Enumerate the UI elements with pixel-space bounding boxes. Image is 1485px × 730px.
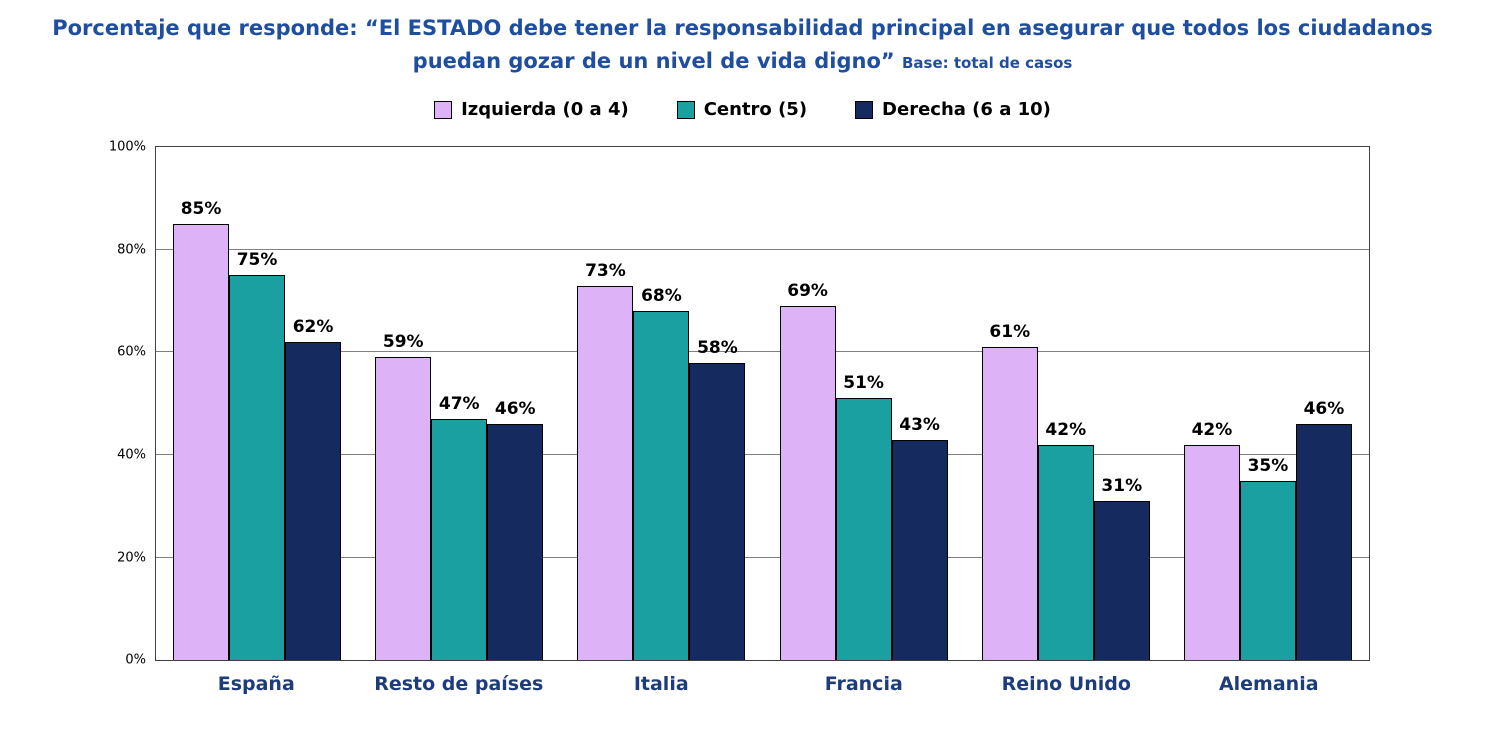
bar-wrap: 58%	[689, 147, 746, 661]
bar-value-label: 31%	[1101, 476, 1143, 497]
x-axis-label: Francia	[824, 673, 903, 696]
bar-wrap: 61%	[981, 147, 1038, 661]
bar	[487, 424, 544, 661]
bar-value-label: 51%	[843, 373, 884, 394]
bar	[835, 398, 892, 661]
bar	[1295, 424, 1352, 661]
bar-group: 69% 51% 43%	[763, 147, 965, 661]
bar-wrap: 46%	[1295, 147, 1352, 661]
bar-wrap: 43%	[891, 147, 948, 661]
bar-value-label: 69%	[787, 281, 828, 302]
bar	[1183, 444, 1240, 661]
y-tick-label: 20%	[117, 550, 146, 565]
bar-value-label: 43%	[899, 414, 940, 435]
bar-group: 73% 68% 58%	[560, 147, 762, 661]
gridline	[156, 556, 1369, 558]
x-axis-labels: España Resto de países Italia Francia Reino …	[155, 673, 1370, 695]
gridline	[156, 453, 1369, 455]
legend-swatch	[676, 100, 695, 119]
legend-item: Derecha (6 a 10)	[855, 99, 1051, 120]
bar-wrap: 35%	[1239, 147, 1296, 661]
bar-wrap: 42%	[1037, 147, 1094, 661]
chart-title: Porcentaje que responde: “El ESTADO debe…	[8, 12, 1478, 77]
legend-item: Izquierda (0 a 4)	[434, 99, 629, 120]
legend-item: Centro (5)	[676, 99, 808, 121]
bar	[1093, 501, 1150, 661]
y-tick-label: 0%	[125, 652, 146, 668]
bar-wrap: 51%	[835, 147, 892, 661]
bar-group: 85% 75% 62%	[156, 147, 358, 661]
legend-swatch	[855, 100, 874, 119]
bar	[689, 362, 746, 661]
bar-value-label: 46%	[494, 399, 536, 420]
bar	[229, 275, 286, 661]
y-tick-label: 40%	[117, 447, 146, 463]
chart-title-text: Porcentaje que responde: “El ESTADO debe…	[52, 16, 1433, 73]
bar-value-label: 85%	[180, 199, 222, 220]
y-tick-label: 80%	[117, 242, 146, 258]
x-axis-label: España	[217, 673, 295, 696]
legend-label: Centro (5)	[703, 99, 808, 121]
bar-value-label: 47%	[438, 393, 480, 414]
bar-wrap: 47%	[431, 147, 488, 661]
bar-value-label: 61%	[989, 322, 1031, 343]
legend-label: Izquierda (0 a 4)	[461, 99, 629, 121]
bar-value-label: 59%	[382, 332, 424, 353]
bar	[633, 311, 690, 661]
bar	[285, 342, 342, 661]
bar-wrap: 69%	[779, 147, 836, 661]
legend-swatch	[434, 100, 453, 119]
bar	[891, 439, 948, 661]
plot-area: 85% 75% 62% 59% 47% 46% 73% 68% 58% 69% 51% 43% 61% 4…	[109, 140, 1370, 668]
x-axis-label: Italia	[633, 673, 689, 696]
bar	[173, 224, 230, 661]
bar-wrap: 68%	[633, 147, 690, 661]
y-tick-label: 60%	[117, 344, 146, 360]
bar-value-label: 35%	[1247, 455, 1289, 476]
bar-wrap: 42%	[1183, 147, 1240, 661]
bar-group: 61% 42% 31%	[965, 147, 1167, 661]
bar-value-label: 68%	[641, 286, 682, 307]
bar-groups: 85% 75% 62% 59% 47% 46% 73% 68% 58% 69% 51% 43% 61% 4…	[156, 147, 1369, 661]
bar-value-label: 58%	[697, 337, 738, 358]
bar	[577, 285, 634, 661]
bar	[779, 306, 836, 661]
gridline	[156, 351, 1369, 353]
x-axis-label: Reino Unido	[1001, 673, 1131, 696]
legend: Izquierda (0 a 4) Centro (5) Derecha (6 a …	[0, 99, 1485, 120]
bar-wrap: 59%	[375, 147, 432, 661]
bar-value-label: 42%	[1191, 419, 1233, 440]
bar-group: 42% 35% 46%	[1167, 147, 1369, 661]
x-axis-label: Alemania	[1218, 673, 1319, 696]
gridline	[156, 248, 1369, 250]
bar	[375, 357, 432, 661]
bar-wrap: 62%	[285, 147, 342, 661]
bar-value-label: 42%	[1045, 419, 1087, 440]
bar-group: 59% 47% 46%	[358, 147, 560, 661]
bar-value-label: 73%	[585, 260, 626, 281]
bar-value-label: 75%	[236, 250, 278, 271]
bar	[1239, 480, 1296, 661]
bar	[981, 347, 1038, 661]
bar-value-label: 62%	[292, 317, 334, 338]
base-note: Base: total de casos	[902, 53, 1073, 72]
bar-wrap: 85%	[173, 147, 230, 661]
y-tick-label: 100%	[108, 139, 146, 155]
bar	[1037, 444, 1094, 661]
bar-value-label: 46%	[1303, 399, 1345, 420]
bar-wrap: 46%	[487, 147, 544, 661]
bar-wrap: 75%	[229, 147, 286, 661]
bar-wrap: 31%	[1093, 147, 1150, 661]
x-axis-label: Resto de países	[374, 673, 544, 696]
bar-wrap: 73%	[577, 147, 634, 661]
bar	[431, 418, 488, 661]
legend-label: Derecha (6 a 10)	[882, 99, 1051, 121]
